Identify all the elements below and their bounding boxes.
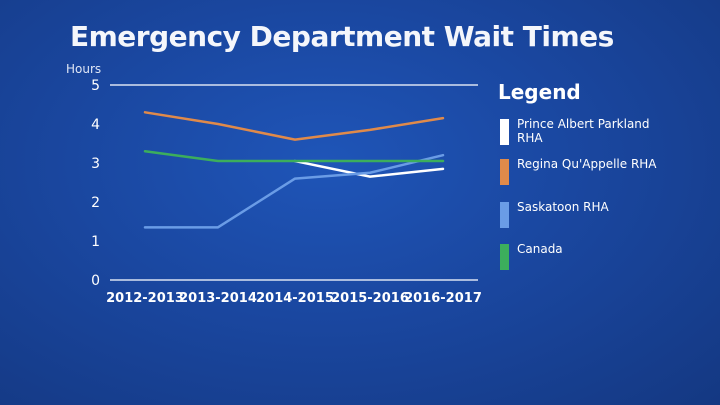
y-tick-label: 3	[91, 156, 100, 172]
legend-item: Saskatoon RHA	[500, 200, 657, 228]
y-tick-label: 1	[91, 234, 100, 250]
series-line	[143, 111, 445, 141]
x-tick-label: 2016-2017	[404, 291, 482, 306]
legend-title: Legend	[498, 80, 581, 104]
series-line	[143, 153, 445, 229]
series-line	[143, 150, 445, 163]
y-tick-label: 5	[91, 78, 100, 94]
legend-swatch	[500, 119, 509, 145]
legend-item: Regina Qu'Appelle RHA	[500, 157, 657, 185]
y-tick-label: 2	[91, 195, 100, 211]
legend-swatch	[500, 202, 509, 228]
legend-label: Canada	[517, 242, 563, 256]
legend-swatch	[500, 159, 509, 185]
legend-label: Prince Albert Parkland RHA	[517, 117, 650, 145]
legend-item: Canada	[500, 242, 657, 270]
y-tick-label: 0	[91, 273, 100, 289]
legend-label: Regina Qu'Appelle RHA	[517, 157, 657, 171]
chart-axes	[110, 84, 478, 281]
x-tick-label: 2013-2014	[179, 291, 257, 306]
legend-swatch	[500, 244, 509, 270]
x-tick-label: 2015-2016	[331, 291, 409, 306]
y-tick-label: 4	[91, 117, 100, 133]
x-tick-label: 2014-2015	[256, 291, 334, 306]
chart-title: Emergency Department Wait Times	[70, 20, 614, 53]
chart-series	[143, 111, 445, 229]
x-tick-label: 2012-2013	[106, 291, 184, 306]
legend-item: Prince Albert Parkland RHA	[500, 117, 657, 145]
series-line	[293, 159, 445, 178]
legend-label: Saskatoon RHA	[517, 200, 609, 214]
y-axis-unit-label: Hours	[66, 62, 102, 76]
